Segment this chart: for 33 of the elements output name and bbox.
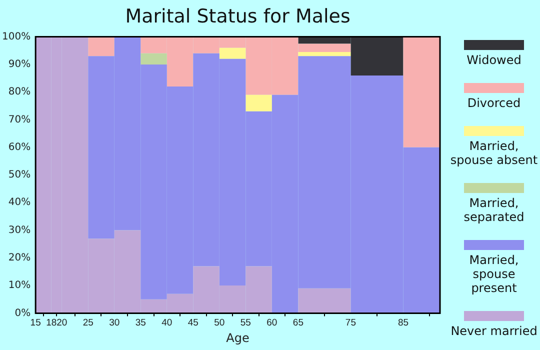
- legend-label: Married, spouse present: [468, 253, 520, 295]
- x-tick-label: 35: [135, 318, 146, 329]
- y-tick-label: 40%: [8, 197, 31, 208]
- x-tick-label: 85: [398, 318, 409, 329]
- x-tick-label: 18: [46, 318, 57, 329]
- x-tick-label: 60: [266, 318, 278, 329]
- x-tick-label: 30: [109, 318, 120, 329]
- y-tick-label: 80%: [8, 86, 31, 98]
- x-axis-title: Age: [226, 330, 250, 345]
- chart-title: Marital Status for Males: [125, 5, 350, 28]
- legend-label: Married, spouse absent: [450, 139, 538, 167]
- y-tick-label: 70%: [8, 114, 31, 126]
- y-tick-label: 0%: [14, 308, 31, 319]
- x-tick-label: 65: [292, 318, 304, 329]
- x-tick-label: 40: [162, 318, 172, 329]
- y-tick-label: 10%: [8, 280, 31, 292]
- x-tick-label: 55: [240, 318, 251, 329]
- y-tick-label: 30%: [8, 224, 31, 236]
- x-tick-label: 45: [188, 318, 198, 329]
- x-tick-label: 50: [214, 318, 225, 329]
- y-tick-label: 100%: [2, 31, 31, 42]
- legend-label: Widowed: [466, 53, 522, 67]
- legend-label: Divorced: [466, 96, 522, 110]
- x-tick-label: 25: [82, 318, 94, 329]
- y-tick-label: 90%: [8, 59, 31, 70]
- y-tick-label: 50%: [8, 170, 31, 181]
- x-tick-label: 15: [30, 318, 41, 329]
- legend-label: Never married: [450, 324, 538, 338]
- legend-label: Married, separated: [462, 196, 526, 224]
- x-tick-label: 20: [56, 318, 68, 329]
- y-tick-label: 20%: [8, 252, 31, 264]
- x-tick-label: 75: [345, 318, 356, 329]
- y-tick-label: 60%: [8, 142, 31, 153]
